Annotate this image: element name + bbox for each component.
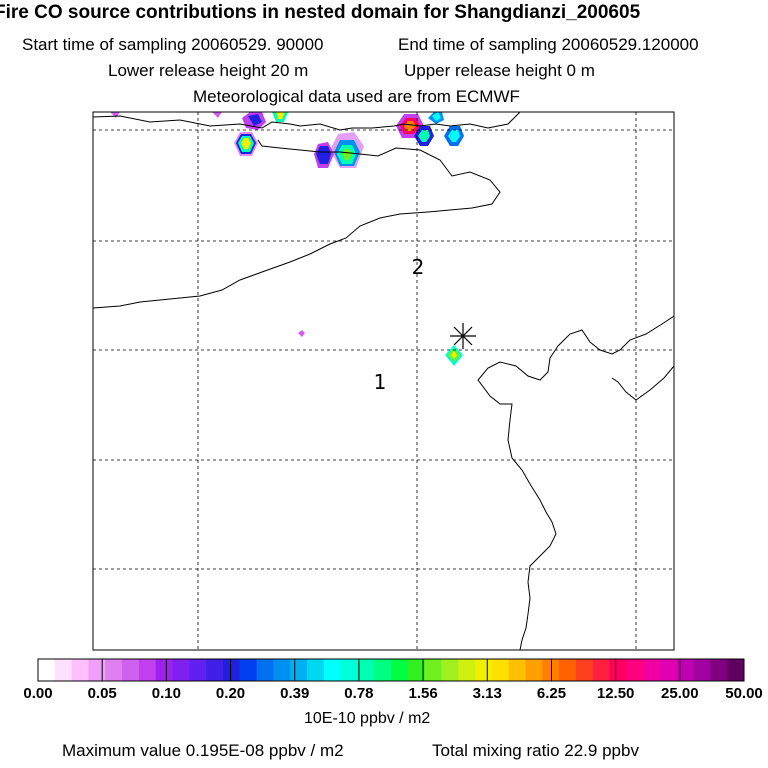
plume-blob bbox=[110, 112, 305, 337]
plume-blob bbox=[272, 112, 288, 122]
colorbar-swatch bbox=[222, 659, 241, 681]
colorbar-swatch bbox=[239, 659, 257, 681]
colorbar-label: 0.39 bbox=[280, 685, 310, 702]
colorbar-swatch bbox=[542, 659, 560, 681]
colorbar-swatch bbox=[626, 659, 644, 681]
colorbar-swatch bbox=[105, 659, 123, 681]
met-data-label: Meteorological data used are from ECMWF bbox=[193, 87, 520, 106]
plot-title: Fire CO source contributions in nested d… bbox=[0, 2, 641, 23]
colorbar-swatch bbox=[374, 659, 392, 681]
colorbar-swatch bbox=[676, 659, 694, 681]
colorbar-swatch bbox=[273, 659, 291, 681]
colorbar-label: 50.00 bbox=[725, 685, 763, 702]
colorbar-swatch bbox=[340, 659, 358, 681]
colorbar-swatch bbox=[407, 659, 426, 681]
colorbar-swatch bbox=[508, 659, 526, 681]
colorbar-swatch bbox=[172, 659, 190, 681]
colorbar-swatch bbox=[122, 659, 140, 681]
maximum-value-label: Maximum value 0.195E-08 ppbv / m2 bbox=[62, 741, 344, 760]
colorbar-label: 0.00 bbox=[23, 685, 53, 702]
plume-blob bbox=[444, 126, 464, 146]
colorbar-swatch bbox=[727, 659, 745, 681]
plume-blob bbox=[445, 345, 463, 366]
colorbar-swatch bbox=[138, 659, 157, 681]
colorbar-swatch bbox=[643, 659, 661, 681]
map-frame bbox=[92, 111, 675, 651]
plume-blob bbox=[234, 132, 258, 156]
colorbar-label: 6.25 bbox=[536, 685, 567, 702]
plume-blob bbox=[314, 142, 334, 168]
colorbar-swatch bbox=[491, 659, 510, 681]
colorbar-label: 0.10 bbox=[151, 685, 181, 702]
station-star-icon bbox=[450, 323, 476, 349]
colorbar-swatch bbox=[357, 659, 375, 681]
coastlines bbox=[93, 112, 674, 650]
colorbar bbox=[37, 658, 745, 682]
colorbar-swatch bbox=[693, 659, 711, 681]
colorbar-swatch bbox=[424, 659, 442, 681]
upper-release-height-label: Upper release height 0 m bbox=[404, 61, 595, 80]
region-label-1: 1 bbox=[374, 370, 387, 394]
colorbar-label: 0.78 bbox=[344, 685, 374, 702]
colorbar-swatch bbox=[475, 659, 493, 681]
plume-blob bbox=[428, 112, 444, 124]
colorbar-swatch bbox=[38, 659, 56, 681]
colorbar-frame bbox=[37, 658, 745, 682]
colorbar-swatch bbox=[458, 659, 476, 681]
lower-release-height-label: Lower release height 20 m bbox=[108, 61, 309, 80]
colorbar-swatch bbox=[88, 659, 106, 681]
colorbar-label: 12.50 bbox=[596, 685, 635, 702]
colorbar-swatch bbox=[559, 659, 577, 681]
colorbar-swatch bbox=[206, 659, 224, 681]
colorbar-swatch bbox=[575, 659, 594, 681]
colorbar-swatch bbox=[54, 659, 73, 681]
end-time-label: End time of sampling 20060529.120000 bbox=[398, 35, 699, 54]
colorbar-swatch bbox=[609, 659, 627, 681]
colorbar-swatch bbox=[525, 659, 543, 681]
region-label-2: 2 bbox=[412, 255, 425, 279]
start-time-label: Start time of sampling 20060529. 90000 bbox=[22, 35, 324, 54]
colorbar-swatch bbox=[189, 659, 207, 681]
plume-blob bbox=[414, 126, 434, 146]
total-mixing-ratio-label: Total mixing ratio 22.9 ppbv bbox=[432, 741, 639, 760]
colorbar-swatch bbox=[306, 659, 325, 681]
colorbar-swatch bbox=[290, 659, 308, 681]
colorbar-label: 25.00 bbox=[661, 685, 699, 702]
colorbar-label: 0.05 bbox=[87, 685, 117, 702]
concentration-field bbox=[110, 112, 464, 366]
colorbar-swatch bbox=[391, 659, 409, 681]
plume-blob bbox=[330, 132, 364, 168]
colorbar-swatch bbox=[71, 659, 89, 681]
colorbar-unit-label: 10E-10 ppbv / m2 bbox=[304, 710, 431, 727]
colorbar-swatch bbox=[155, 659, 173, 681]
colorbar-swatch bbox=[323, 659, 341, 681]
colorbar-label: 1.56 bbox=[408, 685, 438, 702]
colorbar-swatch bbox=[710, 659, 728, 681]
colorbar-swatch bbox=[256, 659, 274, 681]
colorbar-label: 3.13 bbox=[472, 685, 502, 702]
colorbar-swatch bbox=[441, 659, 459, 681]
grid-lines bbox=[93, 112, 674, 650]
colorbar-swatch bbox=[659, 659, 678, 681]
colorbar-swatch bbox=[592, 659, 610, 681]
colorbar-label: 0.20 bbox=[215, 685, 246, 702]
